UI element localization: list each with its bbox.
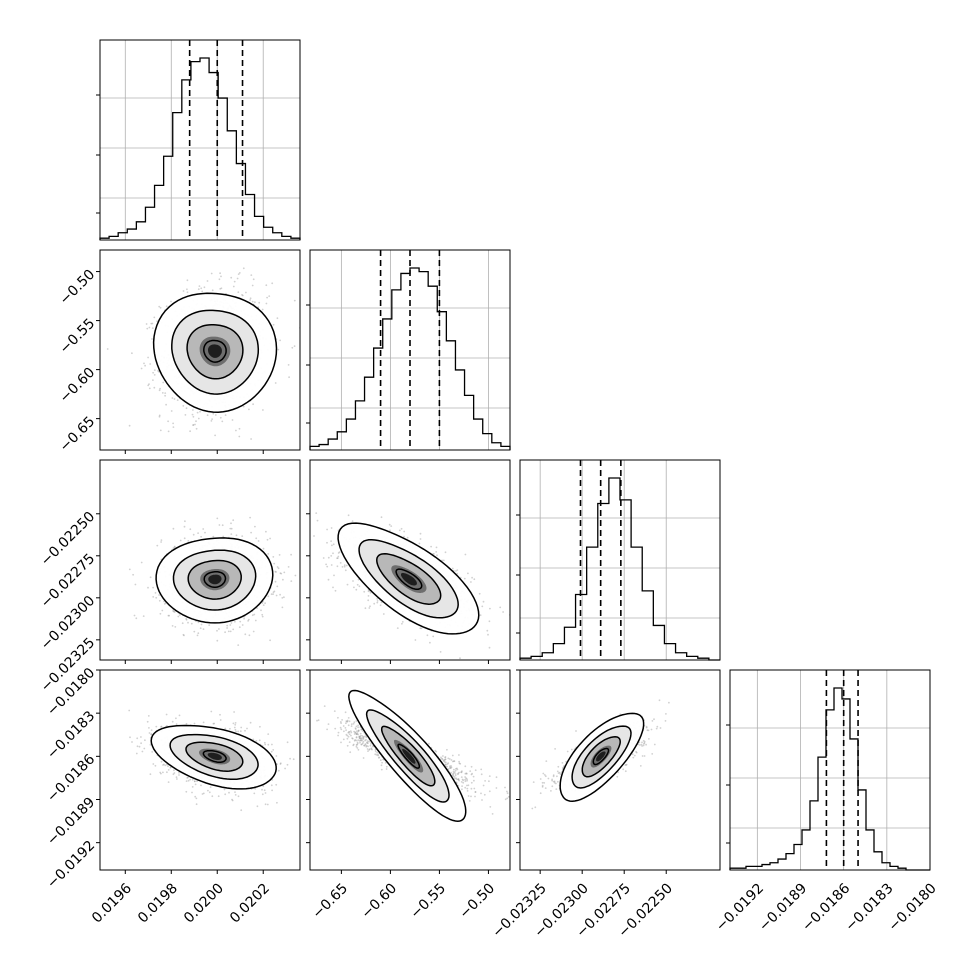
x-tick-label: 0.0200 [181, 880, 227, 926]
x-tick-label: −0.65 [309, 880, 351, 922]
x-tick-label: −0.50 [457, 880, 499, 922]
histogram-steps [99, 57, 301, 240]
y-tick-label: −0.50 [57, 267, 99, 309]
contour-1 [169, 733, 259, 781]
panel-frame [309, 459, 511, 661]
histogram-steps [729, 687, 930, 871]
contour-1 [571, 725, 632, 789]
panel-frame [729, 669, 931, 871]
contour-3 [397, 743, 421, 769]
contour-2 [376, 553, 442, 605]
x-tick-label: −0.60 [358, 880, 400, 922]
panel-frame [99, 669, 301, 871]
contour-2 [380, 725, 436, 787]
panel-frame [99, 249, 301, 451]
scatter-panel-3-1 [306, 669, 511, 874]
contour-0 [155, 537, 274, 624]
panel-content [128, 709, 295, 812]
x-tick-label: 0.0196 [89, 880, 135, 926]
histogram-panel-3 [726, 669, 931, 871]
panel-content [128, 516, 297, 646]
contour-0 [559, 712, 645, 802]
scatter-panel-2-1 [306, 459, 511, 664]
histogram-panel-0 [96, 39, 301, 241]
density-level-4 [207, 752, 222, 760]
contour-0 [152, 292, 278, 413]
scatter-panel-3-2 [516, 669, 721, 874]
panel-frame [309, 249, 511, 451]
density-level-4 [208, 574, 222, 585]
histogram-steps [519, 477, 720, 661]
contour-2 [186, 324, 244, 380]
panel-frame [519, 459, 721, 661]
scatter-panel-3-0 [96, 669, 301, 874]
contour-2 [187, 559, 242, 600]
density-level-4 [208, 344, 222, 358]
contour-3 [203, 339, 227, 363]
panel-content [531, 699, 670, 810]
y-tick-label: −0.60 [57, 365, 99, 407]
scatter-panel-2-0 [96, 459, 301, 664]
histogram-panel-1 [306, 249, 511, 451]
contour-1 [172, 549, 257, 611]
contour-2 [185, 741, 244, 772]
contour-3 [202, 749, 227, 764]
histogram-panel-2 [516, 459, 721, 661]
contour-1 [358, 538, 459, 619]
contour-0 [150, 724, 277, 790]
panel-frame [519, 669, 721, 871]
panel-content [106, 267, 300, 440]
x-tick-label: 0.0202 [227, 880, 273, 926]
contour-0 [337, 522, 480, 635]
contour-1 [171, 309, 260, 395]
contour-3 [203, 571, 227, 588]
panel-frame [309, 669, 511, 871]
x-tick-label: 0.0198 [135, 880, 181, 926]
panel-content [316, 689, 510, 822]
y-tick-label: −0.65 [57, 414, 99, 456]
x-tick-label: −0.0180 [886, 880, 940, 934]
contour-2 [581, 736, 621, 778]
density-level-4 [402, 748, 416, 764]
density-level-4 [401, 572, 417, 586]
scatter-panel-1-0 [96, 249, 301, 454]
panel-content [313, 512, 510, 660]
x-tick-label: −0.55 [408, 880, 450, 922]
contour-0 [348, 689, 467, 822]
contour-3 [592, 747, 610, 766]
y-tick-label: −0.55 [57, 316, 99, 358]
contour-1 [365, 709, 450, 803]
density-level-4 [596, 751, 606, 762]
contour-3 [395, 568, 423, 591]
panel-frame [99, 39, 301, 241]
panel-frame [99, 459, 301, 661]
